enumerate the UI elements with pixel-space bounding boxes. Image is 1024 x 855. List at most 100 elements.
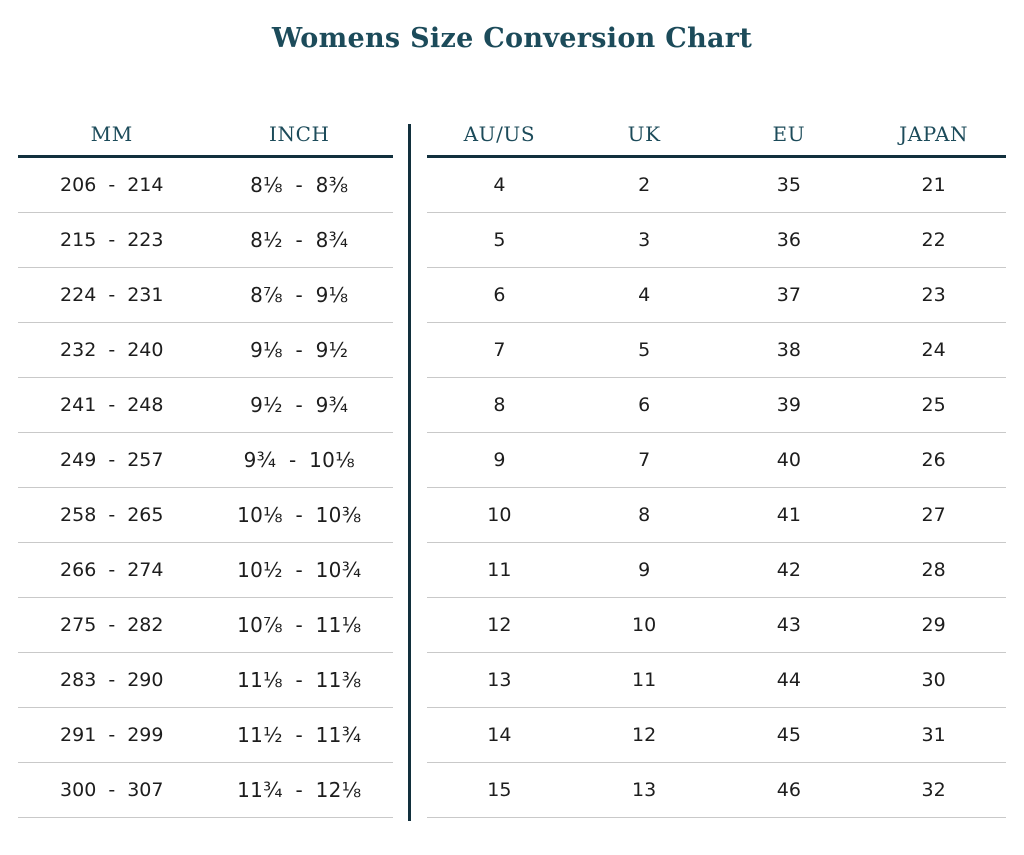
- mm-cell: 283 - 290: [60, 668, 164, 691]
- column-header-auus: AU/US: [463, 122, 536, 147]
- au-us-cell: 15: [487, 778, 512, 801]
- inch-cell: 8½ - 8¾: [250, 227, 349, 252]
- table-row: 5 3 36 22: [427, 213, 1006, 268]
- table-row: 291 - 299 11½ - 11¾: [18, 708, 393, 763]
- eu-cell: 43: [776, 613, 801, 636]
- japan-cell: 28: [921, 558, 946, 581]
- table-row: 300 - 307 11¾ - 12⅛: [18, 763, 393, 818]
- table-row: 249 - 257 9¾ - 10⅛: [18, 433, 393, 488]
- inch-cell: 10⅞ - 11⅛: [237, 612, 362, 637]
- left-table-header: MM INCH: [18, 114, 393, 158]
- eu-cell: 46: [776, 778, 801, 801]
- table-group-divider: [408, 123, 411, 821]
- japan-cell: 25: [921, 393, 946, 416]
- uk-cell: 5: [638, 338, 651, 361]
- uk-cell: 12: [632, 723, 657, 746]
- inch-cell: 8⅛ - 8⅜: [250, 172, 349, 197]
- au-us-cell: 10: [487, 503, 512, 526]
- inch-cell: 10⅛ - 10⅜: [237, 502, 362, 527]
- au-us-cell: 14: [487, 723, 512, 746]
- mm-cell: 266 - 274: [60, 558, 164, 581]
- inch-cell: 11⅛ - 11⅜: [237, 667, 362, 692]
- japan-cell: 23: [921, 283, 946, 306]
- intl-sizes-table: AU/US UK EU JAPAN 4 2 35 21 5 3 36 22 6 4 37 23 7 5 38…: [427, 114, 1006, 818]
- japan-cell: 22: [921, 228, 946, 251]
- inch-cell: 9⅛ - 9½: [250, 337, 349, 362]
- uk-cell: 3: [638, 228, 651, 251]
- table-row: 10 8 41 27: [427, 488, 1006, 543]
- table-row: 9 7 40 26: [427, 433, 1006, 488]
- au-us-cell: 13: [487, 668, 512, 691]
- inch-cell: 11¾ - 12⅛: [237, 777, 362, 802]
- column-header-inch: INCH: [268, 122, 330, 147]
- left-table-body: 206 - 214 8⅛ - 8⅜ 215 - 223 8½ - 8¾ 224 - 23…: [18, 158, 393, 818]
- japan-cell: 32: [921, 778, 946, 801]
- uk-cell: 11: [632, 668, 657, 691]
- uk-cell: 9: [638, 558, 651, 581]
- table-row: 11 9 42 28: [427, 543, 1006, 598]
- japan-cell: 29: [921, 613, 946, 636]
- japan-cell: 30: [921, 668, 946, 691]
- au-us-cell: 9: [493, 448, 506, 471]
- mm-cell: 206 - 214: [60, 173, 164, 196]
- mm-inch-table: MM INCH 206 - 214 8⅛ - 8⅜ 215 - 223 8½ - 8¾…: [18, 114, 393, 818]
- table-row: 266 - 274 10½ - 10¾: [18, 543, 393, 598]
- table-row: 6 4 37 23: [427, 268, 1006, 323]
- table-row: 258 - 265 10⅛ - 10⅜: [18, 488, 393, 543]
- au-us-cell: 5: [493, 228, 506, 251]
- mm-cell: 224 - 231: [60, 283, 164, 306]
- uk-cell: 13: [632, 778, 657, 801]
- uk-cell: 2: [638, 173, 651, 196]
- uk-cell: 4: [638, 283, 651, 306]
- table-row: 4 2 35 21: [427, 158, 1006, 213]
- mm-cell: 300 - 307: [60, 778, 164, 801]
- au-us-cell: 11: [487, 558, 512, 581]
- inch-cell: 11½ - 11¾: [237, 722, 362, 747]
- conversion-tables: MM INCH 206 - 214 8⅛ - 8⅜ 215 - 223 8½ - 8¾…: [18, 114, 1006, 821]
- inch-cell: 9¾ - 10⅛: [243, 447, 355, 472]
- au-us-cell: 6: [493, 283, 506, 306]
- table-row: 7 5 38 24: [427, 323, 1006, 378]
- table-row: 224 - 231 8⅞ - 9⅛: [18, 268, 393, 323]
- mm-cell: 291 - 299: [60, 723, 164, 746]
- mm-cell: 241 - 248: [60, 393, 164, 416]
- table-row: 283 - 290 11⅛ - 11⅜: [18, 653, 393, 708]
- size-conversion-page: Womens Size Conversion Chart MM INCH 206…: [18, 23, 1006, 821]
- column-header-japan: JAPAN: [899, 122, 969, 147]
- japan-cell: 31: [921, 723, 946, 746]
- table-row: 15 13 46 32: [427, 763, 1006, 818]
- mm-cell: 215 - 223: [60, 228, 164, 251]
- japan-cell: 21: [921, 173, 946, 196]
- inch-cell: 8⅞ - 9⅛: [250, 282, 349, 307]
- au-us-cell: 7: [493, 338, 506, 361]
- eu-cell: 36: [776, 228, 801, 251]
- table-row: 232 - 240 9⅛ - 9½: [18, 323, 393, 378]
- eu-cell: 40: [776, 448, 801, 471]
- inch-cell: 10½ - 10¾: [237, 557, 362, 582]
- right-table-header: AU/US UK EU JAPAN: [427, 114, 1006, 158]
- eu-cell: 41: [776, 503, 801, 526]
- mm-cell: 232 - 240: [60, 338, 164, 361]
- right-table-body: 4 2 35 21 5 3 36 22 6 4 37 23 7 5 38 24 8 6 39 25 9 7 40 26 10 8 4…: [427, 158, 1006, 818]
- table-row: 215 - 223 8½ - 8¾: [18, 213, 393, 268]
- page-title: Womens Size Conversion Chart: [271, 23, 753, 54]
- mm-cell: 258 - 265: [60, 503, 164, 526]
- uk-cell: 6: [638, 393, 651, 416]
- column-header-eu: EU: [772, 122, 806, 147]
- mm-cell: 275 - 282: [60, 613, 164, 636]
- uk-cell: 7: [638, 448, 651, 471]
- japan-cell: 27: [921, 503, 946, 526]
- japan-cell: 24: [921, 338, 946, 361]
- table-row: 8 6 39 25: [427, 378, 1006, 433]
- table-row: 241 - 248 9½ - 9¾: [18, 378, 393, 433]
- japan-cell: 26: [921, 448, 946, 471]
- table-row: 14 12 45 31: [427, 708, 1006, 763]
- inch-cell: 9½ - 9¾: [250, 392, 349, 417]
- eu-cell: 44: [776, 668, 801, 691]
- table-row: 13 11 44 30: [427, 653, 1006, 708]
- eu-cell: 38: [776, 338, 801, 361]
- uk-cell: 10: [632, 613, 657, 636]
- eu-cell: 45: [776, 723, 801, 746]
- table-row: 206 - 214 8⅛ - 8⅜: [18, 158, 393, 213]
- eu-cell: 42: [776, 558, 801, 581]
